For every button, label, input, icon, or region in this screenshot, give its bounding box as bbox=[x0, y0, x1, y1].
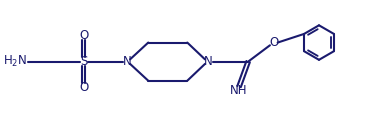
Text: O: O bbox=[269, 36, 278, 49]
Text: O: O bbox=[79, 29, 88, 42]
Text: S: S bbox=[80, 55, 87, 68]
Text: N: N bbox=[204, 55, 213, 68]
Text: NH: NH bbox=[230, 84, 248, 97]
Text: $\mathregular{H_2N}$: $\mathregular{H_2N}$ bbox=[3, 54, 27, 69]
Text: N: N bbox=[123, 55, 131, 68]
Text: O: O bbox=[79, 81, 88, 95]
